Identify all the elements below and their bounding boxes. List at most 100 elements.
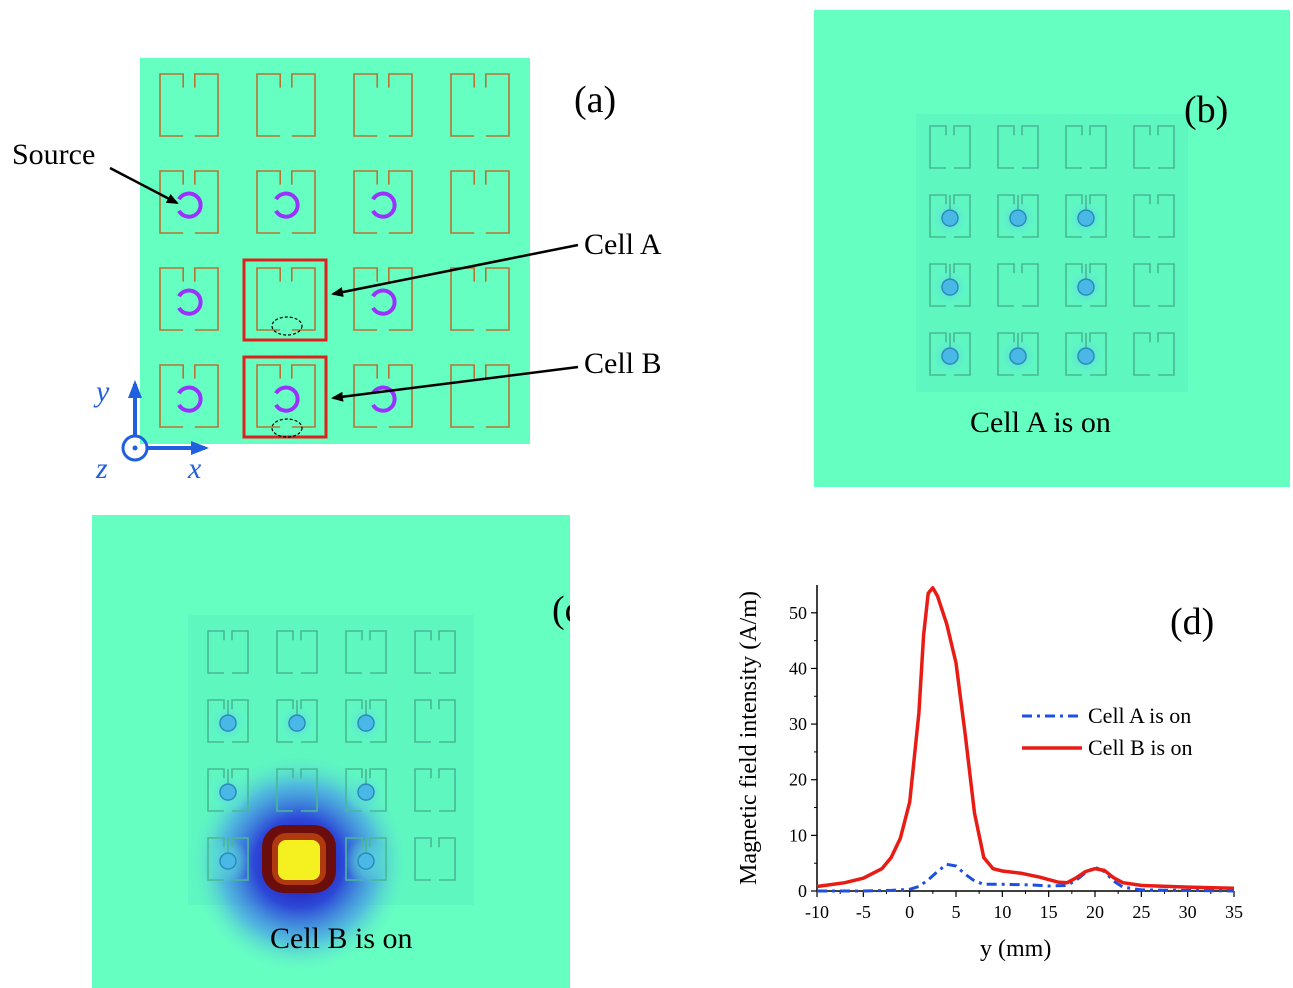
source-coil-icon (274, 191, 300, 219)
resonator-cell (159, 364, 219, 428)
resonator-cell (414, 768, 456, 812)
resonator-cell (929, 332, 971, 376)
y-tick-label: 40 (789, 658, 807, 678)
panel-c: (c) Cell B is on (92, 515, 570, 988)
resonator-cell (207, 768, 249, 812)
x-tick-label: 0 (905, 902, 914, 922)
source-coil-icon (1009, 347, 1027, 365)
resonator-cell (450, 364, 510, 428)
resonator-cell (345, 768, 387, 812)
chart-legend: Cell A is on Cell B is on (1022, 703, 1193, 760)
source-coil-icon (177, 385, 203, 413)
x-tick-label: 20 (1086, 902, 1104, 922)
resonator-cell (207, 699, 249, 743)
y-tick-label: 20 (789, 770, 807, 790)
resonator-cell (414, 630, 456, 674)
legend-label-2: Cell B is on (1088, 735, 1193, 760)
panel-a-figure (109, 58, 579, 462)
source-coil-icon (177, 288, 203, 316)
resonator-cell (276, 630, 318, 674)
x-tick-label: 10 (993, 902, 1011, 922)
source-coil-icon (219, 852, 237, 870)
panel-b-caption: Cell A is on (970, 406, 1111, 439)
source-coil-icon (357, 714, 375, 732)
resonator-cell (1065, 263, 1107, 307)
y-axis-title: Magnetic field intensity (A/m) (736, 591, 762, 885)
resonator-cell (997, 263, 1039, 307)
cell-a-arrow (331, 243, 579, 297)
resonator-cell (1065, 194, 1107, 238)
source-coil-icon (371, 191, 397, 219)
panel-b-label: (b) (1184, 89, 1229, 131)
source-coil-icon (1077, 209, 1095, 227)
source-coil-icon (288, 714, 306, 732)
panel-c-field-map (187, 615, 474, 975)
series-line-1 (817, 862, 1235, 893)
z-axis-out-icon (121, 434, 149, 462)
panel-a: (a) Source Cell A Cell B y z x (0, 0, 700, 500)
resonator-cell (1133, 332, 1175, 376)
cell-b-arrow (331, 365, 579, 402)
resonator-cell (450, 170, 510, 234)
resonator-cell (414, 837, 456, 881)
x-tick-label: -5 (856, 902, 871, 922)
resonator-cell (345, 837, 387, 881)
resonator-cell (997, 125, 1039, 169)
source-coil-icon (357, 783, 375, 801)
source-coil-icon (357, 852, 375, 870)
resonator-cell (207, 630, 249, 674)
source-coil-icon (219, 714, 237, 732)
x-tick-label: 35 (1225, 902, 1243, 922)
source-coil-icon (941, 347, 959, 365)
resonator-cell (276, 768, 318, 812)
metamaterial-board-a (140, 58, 530, 444)
source-coil-icon (371, 288, 397, 316)
cell-b-callout: Cell B (584, 347, 662, 380)
resonator-cell (256, 170, 316, 234)
resonator-cell (1133, 194, 1175, 238)
source-coil-icon (941, 209, 959, 227)
panel-b: (b) Cell A is on (814, 10, 1290, 487)
resonator-cell (929, 194, 971, 238)
z-axis-label: z (96, 452, 108, 485)
y-tick-label: 30 (789, 714, 807, 734)
cell-a-highlight (242, 258, 328, 342)
hotspot-core (278, 840, 320, 880)
y-axis-label: y (96, 375, 110, 408)
cell-grid-b (928, 125, 1175, 379)
source-coil-icon (177, 191, 203, 219)
resonator-cell (345, 699, 387, 743)
resonator-cell (353, 73, 413, 137)
resonator-cell (353, 170, 413, 234)
source-coil-icon (1009, 209, 1027, 227)
cell-a-callout: Cell A (584, 228, 662, 261)
resonator-cell (256, 364, 316, 428)
x-tick-label: 30 (1179, 902, 1197, 922)
resonator-cell (353, 364, 413, 428)
resonator-cell (929, 125, 971, 169)
source-arrow (109, 166, 179, 205)
cell-b-coil-outline (271, 418, 303, 438)
y-tick-label: 0 (798, 881, 807, 901)
panel-a-label: (a) (574, 79, 617, 121)
x-axis-title: y (mm) (980, 936, 1052, 962)
x-tick-label: 5 (952, 902, 961, 922)
resonator-cell (450, 267, 510, 331)
source-coil-icon (274, 385, 300, 413)
source-coil-icon (1077, 347, 1095, 365)
resonator-cell (353, 267, 413, 331)
resonator-cell (159, 73, 219, 137)
resonator-cell (345, 630, 387, 674)
x-tick-label: 25 (1132, 902, 1150, 922)
z-axis-dot-icon (132, 445, 138, 451)
resonator-cell (997, 332, 1039, 376)
source-coil-icon (1077, 278, 1095, 296)
y-tick-label: 10 (789, 825, 807, 845)
panel-d: -10 -5 0 5 10 15 20 25 30 35 0 10 20 30 40 50 Magnetic f… (700, 560, 1293, 988)
series-line-2 (816, 586, 1235, 890)
panel-b-field-map (916, 114, 1188, 392)
source-callout: Source (12, 138, 96, 171)
resonator-cell (997, 194, 1039, 238)
resonator-cell (1065, 332, 1107, 376)
resonator-cell (256, 73, 316, 137)
